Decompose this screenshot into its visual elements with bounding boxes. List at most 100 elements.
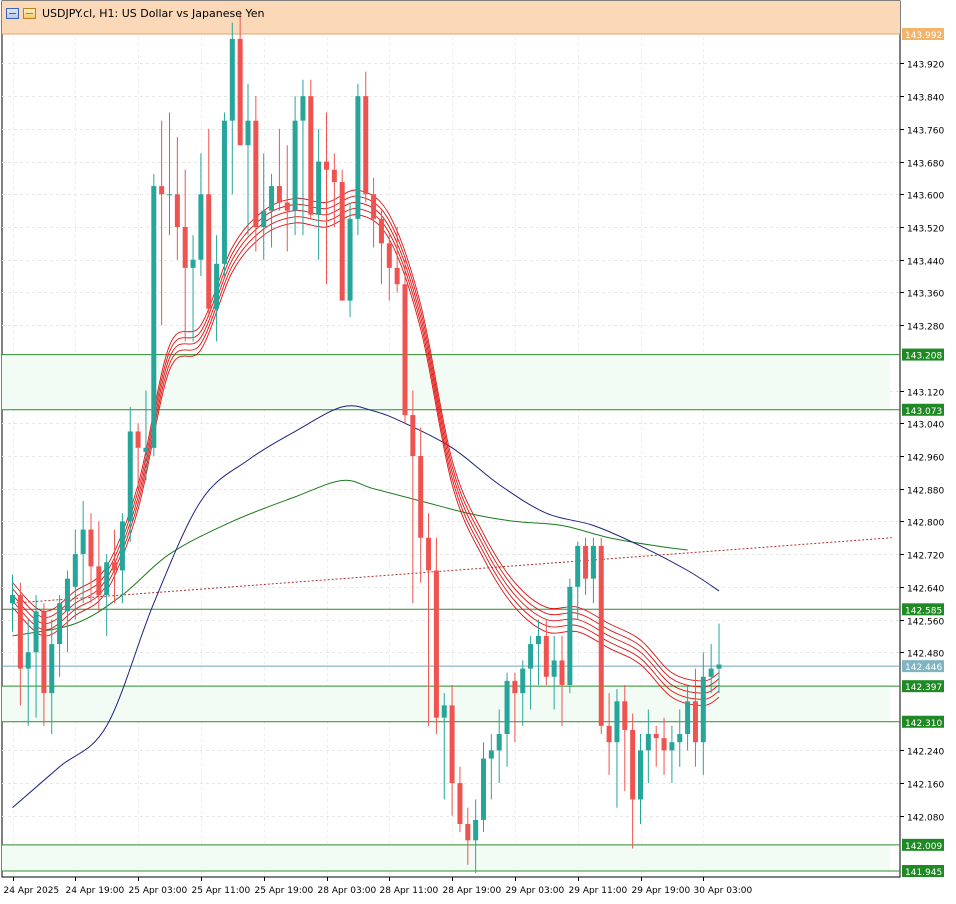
one-click-trading-icon[interactable] — [23, 7, 36, 19]
candle[interactable] — [300, 79, 306, 236]
candle[interactable] — [488, 734, 494, 800]
candle[interactable] — [449, 684, 455, 816]
y-tick-label: 143.520 — [907, 225, 944, 235]
candle[interactable] — [355, 83, 361, 236]
candle[interactable] — [96, 521, 102, 612]
candle[interactable] — [590, 537, 596, 604]
candle[interactable] — [433, 537, 439, 735]
price-tag-zone-low-bg — [902, 865, 944, 877]
candle[interactable] — [308, 79, 314, 219]
trend-line[interactable] — [12, 537, 892, 604]
candle-body — [143, 447, 149, 452]
candle[interactable] — [543, 619, 549, 685]
candle[interactable] — [347, 202, 353, 317]
candle[interactable] — [638, 734, 643, 824]
candle[interactable] — [135, 423, 141, 489]
candle[interactable] — [481, 742, 486, 833]
candle[interactable] — [221, 112, 227, 277]
candle[interactable] — [151, 173, 157, 456]
candle[interactable] — [80, 500, 86, 604]
candle[interactable] — [535, 619, 541, 685]
candle[interactable] — [512, 672, 518, 743]
chart-window-icon[interactable] — [6, 7, 19, 19]
candle[interactable] — [551, 635, 557, 710]
candle[interactable] — [64, 570, 70, 653]
x-tick-label: 29 Apr 03:00 — [506, 886, 565, 896]
candle[interactable] — [127, 406, 133, 542]
candle[interactable] — [324, 112, 329, 285]
candle[interactable] — [214, 235, 220, 342]
candle[interactable] — [504, 672, 510, 767]
candle[interactable] — [410, 390, 416, 604]
candle[interactable] — [598, 537, 604, 735]
candle[interactable] — [677, 709, 683, 767]
candle[interactable] — [159, 120, 165, 326]
candle[interactable] — [112, 529, 118, 604]
candle[interactable] — [441, 693, 447, 800]
candle[interactable] — [567, 578, 573, 694]
candle[interactable] — [331, 153, 337, 227]
candle[interactable] — [465, 807, 471, 865]
candle[interactable] — [237, 14, 243, 146]
candle[interactable] — [190, 235, 196, 342]
candle[interactable] — [206, 128, 212, 317]
candle[interactable] — [418, 427, 424, 583]
candle[interactable] — [339, 169, 345, 301]
candle[interactable] — [119, 513, 125, 604]
candle[interactable] — [700, 652, 706, 775]
candle[interactable] — [198, 153, 204, 277]
candle[interactable] — [386, 235, 392, 301]
candle[interactable] — [41, 603, 47, 726]
candle[interactable] — [57, 594, 63, 677]
candle[interactable] — [630, 713, 636, 849]
candle[interactable] — [104, 554, 110, 636]
candle[interactable] — [583, 537, 589, 595]
candle[interactable] — [284, 145, 290, 252]
candle[interactable] — [292, 96, 298, 236]
candle[interactable] — [276, 128, 282, 211]
candle[interactable] — [316, 128, 322, 260]
candle[interactable] — [33, 594, 39, 718]
candle[interactable] — [575, 541, 581, 620]
candle[interactable] — [88, 513, 94, 604]
candle[interactable] — [622, 684, 628, 792]
candle[interactable] — [167, 112, 172, 236]
candle[interactable] — [426, 513, 432, 726]
candle[interactable] — [17, 582, 23, 706]
candle[interactable] — [645, 709, 651, 784]
candle[interactable] — [261, 153, 267, 260]
candle[interactable] — [182, 169, 188, 342]
candle[interactable] — [25, 619, 31, 726]
candle[interactable] — [614, 689, 620, 808]
candle[interactable] — [559, 635, 565, 726]
candle[interactable] — [496, 709, 502, 784]
candle[interactable] — [520, 660, 526, 726]
candle[interactable] — [685, 684, 691, 751]
candle[interactable] — [653, 725, 659, 767]
candle[interactable] — [606, 693, 612, 775]
candle[interactable] — [661, 717, 667, 775]
candle[interactable] — [378, 210, 384, 285]
candle[interactable] — [692, 668, 698, 767]
candle[interactable] — [10, 574, 15, 632]
candle[interactable] — [528, 635, 534, 710]
candle[interactable] — [72, 529, 78, 620]
candle[interactable] — [394, 226, 400, 293]
candle[interactable] — [253, 96, 259, 252]
candle[interactable] — [669, 725, 675, 784]
candle[interactable] — [708, 644, 714, 694]
candle[interactable] — [143, 390, 149, 481]
candle[interactable] — [245, 83, 251, 236]
candle[interactable] — [363, 71, 369, 203]
candle[interactable] — [716, 623, 722, 694]
candle[interactable] — [402, 259, 408, 424]
candle[interactable] — [49, 619, 55, 735]
candle[interactable] — [269, 173, 275, 248]
candle[interactable] — [371, 177, 377, 248]
candle[interactable] — [229, 22, 235, 195]
candle[interactable] — [174, 137, 180, 260]
candle[interactable] — [457, 766, 463, 833]
candle[interactable] — [473, 799, 479, 874]
